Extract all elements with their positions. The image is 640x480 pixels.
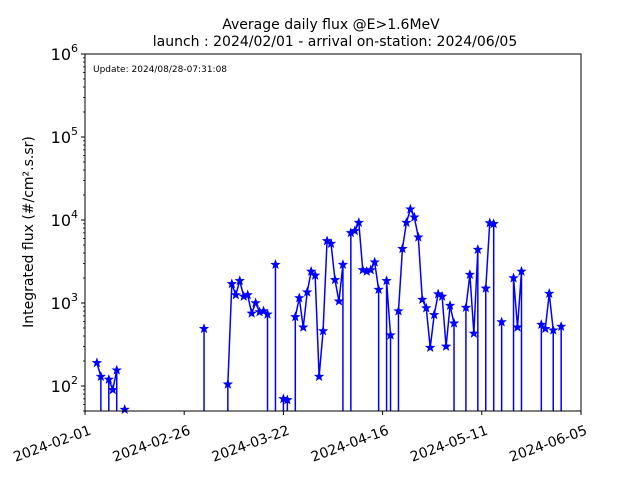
data-point	[488, 218, 499, 229]
data-point	[234, 275, 245, 286]
data-point	[516, 265, 527, 276]
data-point	[373, 284, 384, 295]
data-point	[294, 292, 305, 303]
y-tick-label: 105	[51, 125, 78, 147]
data-point	[480, 282, 491, 293]
x-tick-label: 2024-04-16	[309, 423, 391, 466]
data-point	[107, 384, 118, 395]
data-point	[222, 378, 234, 389]
data-point	[496, 316, 507, 327]
x-tick-label: 2024-03-22	[210, 423, 292, 466]
x-tick-label: 2024-02-26	[111, 423, 193, 466]
data-point	[425, 342, 436, 353]
series-flux	[91, 203, 567, 415]
data-point	[381, 275, 392, 286]
chart-subtitle: launch : 2024/02/01 - arrival on-station…	[153, 34, 518, 50]
y-tick-label: 102	[51, 374, 78, 396]
data-point	[250, 297, 261, 308]
data-point	[103, 373, 114, 384]
data-point	[460, 302, 472, 313]
data-point	[226, 278, 238, 289]
data-point	[333, 295, 345, 306]
data-point	[119, 404, 130, 415]
data-point	[413, 231, 424, 242]
chart-title: Average daily flux @E>1.6MeV	[222, 17, 440, 33]
data-point	[544, 288, 555, 298]
data-point	[282, 394, 293, 405]
data-point	[512, 321, 523, 332]
axis-ticks: 2024-02-01 2024-02-26 2024-03-22 2024-04-16…	[11, 42, 589, 466]
data-point	[536, 319, 547, 329]
data-point	[246, 307, 257, 318]
data-point	[198, 323, 210, 334]
x-tick-label: 2024-05-11	[408, 423, 490, 466]
data-point	[353, 217, 364, 228]
data-point	[397, 243, 408, 254]
data-point	[385, 329, 396, 340]
data-point	[555, 321, 567, 331]
data-point	[242, 289, 253, 300]
y-tick-label: 104	[51, 208, 78, 230]
data-point	[290, 311, 301, 322]
data-point	[369, 256, 380, 267]
x-tick-label: 2024-02-01	[11, 423, 93, 466]
data-point	[309, 269, 321, 280]
data-point	[365, 264, 376, 275]
data-point	[325, 238, 337, 248]
y-tick-label: 106	[51, 42, 78, 64]
data-point	[440, 340, 452, 351]
data-point	[337, 259, 349, 270]
update-annotation: Update: 2024/08/28-07:31:08	[93, 65, 227, 75]
y-axis-label: Integrated flux (#/cm².s.sr)	[21, 136, 37, 328]
data-point	[401, 217, 412, 228]
data-point	[428, 309, 440, 320]
data-point	[444, 300, 456, 311]
data-point	[405, 203, 416, 214]
data-point	[421, 302, 432, 313]
plot-frame	[84, 53, 582, 412]
data-point	[329, 274, 341, 285]
data-point	[317, 325, 329, 336]
data-point	[472, 244, 484, 255]
data-point	[468, 327, 480, 338]
data-point	[464, 269, 476, 280]
y-tick-label: 103	[51, 291, 78, 313]
data-point	[432, 288, 444, 299]
data-point	[508, 272, 519, 283]
data-point	[95, 371, 107, 381]
data-point	[111, 364, 122, 375]
data-point	[540, 323, 551, 334]
data-point	[436, 290, 448, 301]
data-point	[313, 371, 325, 381]
data-point	[91, 357, 103, 368]
data-point	[393, 305, 404, 316]
data-point	[349, 225, 361, 236]
data-point	[302, 286, 313, 297]
data-point	[262, 308, 273, 319]
data-point	[417, 294, 428, 304]
data-point	[298, 321, 309, 332]
data-point	[305, 265, 317, 276]
x-tick-label: 2024-06-05	[507, 423, 589, 466]
data-point	[230, 289, 241, 300]
data-point	[448, 317, 460, 328]
data-point	[548, 324, 559, 335]
data-point	[409, 211, 420, 222]
data-point	[270, 259, 281, 270]
